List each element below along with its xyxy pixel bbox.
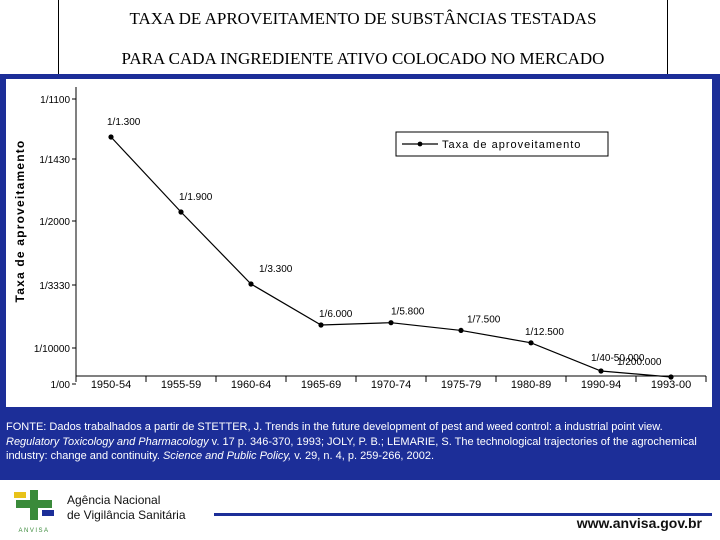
data-point (388, 320, 394, 326)
logo-text: ANVISA (18, 528, 49, 534)
chart-panel: 1/1100 1/1430 1/2000 1/3330 1/10000 1/00 1950… (6, 79, 712, 407)
agency-name: Agência Nacional de Vigilância Sanitária (67, 493, 186, 523)
source-journal-1: Regulatory Toxicology and Pharmacology (6, 435, 209, 448)
data-label: 1/1.300 (107, 117, 141, 128)
y-tick-label: 1/3330 (39, 281, 70, 292)
data-point (458, 327, 464, 334)
data-point (248, 281, 254, 287)
agency-name-line-1: Agência Nacional (67, 493, 161, 507)
data-label: 1/1.900 (179, 192, 213, 203)
data-point (528, 340, 534, 346)
data-point (108, 134, 114, 140)
agency-name-line-2: de Vigilância Sanitária (67, 508, 186, 522)
data-point (318, 322, 324, 328)
data-label: 1/7.500 (467, 314, 501, 325)
data-point (178, 209, 184, 215)
website-link[interactable]: www.anvisa.gov.br (576, 515, 702, 531)
source-mid: v. 17 p. 346-370, 1993; JOLY, P. B.; LEM… (6, 435, 697, 463)
y-tick-label: 1/00 (51, 380, 71, 391)
y-tick-label: 1/1100 (40, 95, 70, 106)
x-tick-label: 1990-94 (581, 379, 621, 391)
y-tick-label: 1/1430 (39, 155, 70, 166)
legend-marker (417, 141, 423, 147)
logo-yellow-bar (14, 492, 26, 498)
data-label: 1/200.000 (617, 357, 662, 368)
footer-rule (214, 513, 712, 516)
x-tick-label: 1993-00 (651, 379, 691, 391)
source-prefix: FONTE: Dados trabalhados a partir de STE… (6, 421, 663, 433)
data-point (598, 368, 604, 374)
y-axis-label: Taxa de aproveitamento (13, 140, 27, 303)
data-label: 1/40-50.000 (591, 353, 645, 364)
logo-blue-bar (42, 510, 54, 516)
data-label: 1/5.800 (391, 307, 425, 318)
logo-cross-horizontal (16, 500, 52, 508)
source-suffix: v. 29, n. 4, p. 259-266, 2002. (294, 450, 435, 462)
source-citation: FONTE: Dados trabalhados a partir de STE… (6, 420, 712, 464)
x-tick-label: 1950-54 (91, 379, 131, 391)
line-chart: 1/1100 1/1430 1/2000 1/3330 1/10000 1/00 1950… (13, 87, 707, 391)
data-label: 1/6.000 (319, 309, 353, 320)
page-title-line-1: TAXA DE APROVEITAMENTO DE SUBSTÂNCIAS TE… (129, 9, 597, 28)
x-tick-label: 1960-64 (231, 379, 271, 391)
x-tick-label: 1975-79 (441, 379, 481, 391)
page-title-line-2: PARA CADA INGREDIENTE ATIVO COLOCADO NO … (121, 49, 605, 68)
x-tick-label: 1965-69 (301, 379, 341, 391)
legend-label: Taxa de aproveitamento (442, 139, 581, 151)
y-tick-label: 1/2000 (39, 217, 70, 228)
data-label: 1/3.300 (259, 264, 293, 275)
x-tick-label: 1970-74 (371, 379, 411, 391)
data-point (668, 374, 674, 380)
x-tick-label: 1980-89 (511, 379, 551, 391)
anvisa-logo: ANVISA (14, 490, 54, 534)
data-label: 1/12.500 (525, 327, 564, 338)
series-line (110, 136, 672, 378)
title-box: TAXA DE APROVEITAMENTO DE SUBSTÂNCIAS TE… (58, 0, 668, 75)
y-tick-label: 1/10000 (34, 344, 71, 355)
source-journal-2: Science and Public Policy, (162, 450, 292, 462)
x-tick-label: 1955-59 (161, 379, 201, 391)
